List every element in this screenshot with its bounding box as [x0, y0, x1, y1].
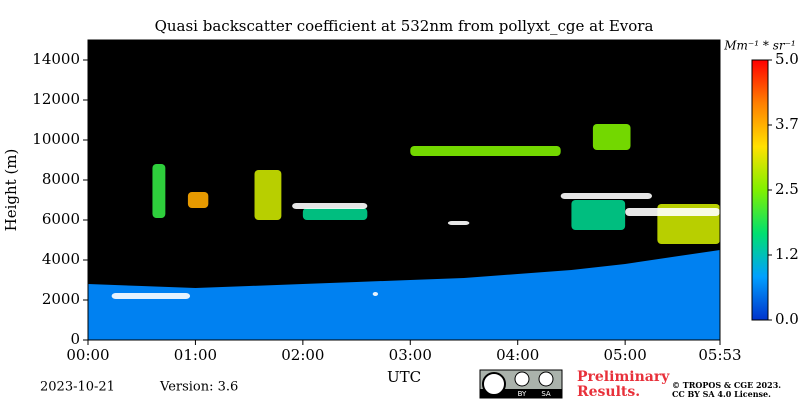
x-tick-label: 05:00 [604, 346, 647, 364]
cloud-layer [254, 170, 282, 220]
y-axis-label: Height (m) [2, 149, 20, 232]
plot-frame [87, 39, 721, 341]
colorbar-tick-label: 5.0 [775, 50, 799, 68]
axes: 0 2000 4000 6000 8000 10000 12000 14000 00:00 01:… [32, 39, 742, 364]
y-tick-label: 2000 [42, 290, 80, 308]
cloud-layer [372, 292, 379, 296]
cloud-layer [592, 124, 631, 150]
cloud-layer [187, 192, 209, 208]
x-tick-label: 04:00 [496, 346, 539, 364]
colorbar-tick-label: 0.0 [775, 310, 799, 328]
chart-title: Quasi backscatter coefficient at 532nm f… [155, 17, 654, 35]
aerosol-layer [88, 250, 720, 340]
cloud-layer [410, 146, 561, 156]
x-tick-label: 01:00 [174, 346, 217, 364]
cloud-layer [625, 208, 720, 216]
y-tick-label: 14000 [32, 50, 80, 68]
x-tick-label: 03:00 [389, 346, 432, 364]
x-tick-label: 05:53 [698, 346, 741, 364]
colorbar-tick-label: 3.7 [775, 115, 799, 133]
date: 2023-10-21 [40, 380, 115, 395]
colorbar [751, 59, 769, 321]
badge-sa: SA [541, 390, 551, 398]
x-tick-label: 02:00 [281, 346, 324, 364]
cloud-layer [571, 200, 626, 230]
colorbar-tick-label: 2.5 [775, 180, 799, 198]
by-icon [514, 371, 530, 387]
y-tick-label: 10000 [32, 130, 80, 148]
notice: Results. [577, 384, 640, 400]
copyright: CC BY SA 4.0 License. [672, 389, 771, 399]
x-axis-label: UTC [387, 368, 421, 386]
notice: Preliminary [577, 369, 670, 385]
colorbar-tick-label: 1.2 [775, 245, 799, 263]
cloud-layer [447, 221, 470, 225]
y-tick-label: 12000 [32, 90, 80, 108]
x-tick-label: 00:00 [66, 346, 109, 364]
badge-strip [480, 389, 562, 398]
cloud-layer [152, 164, 166, 218]
cloud-layer [111, 293, 191, 299]
cloud-layer [292, 203, 368, 209]
sa-icon [538, 371, 554, 387]
cc-logo [482, 372, 506, 396]
copyright: © TROPOS & CGE 2023. [672, 380, 781, 390]
version: Version: 3.6 [159, 380, 238, 395]
badge-by: BY [518, 390, 527, 398]
y-tick-label: 6000 [42, 210, 80, 228]
y-tick-label: 0 [70, 330, 80, 348]
cloud-layer [560, 193, 652, 199]
cloud-layer [302, 208, 368, 220]
y-tick-label: 8000 [42, 170, 80, 188]
y-tick-label: 4000 [42, 250, 80, 268]
colorbar-label: Mm⁻¹ * sr⁻¹ [723, 39, 795, 53]
license-badge: BY SA [479, 369, 563, 399]
